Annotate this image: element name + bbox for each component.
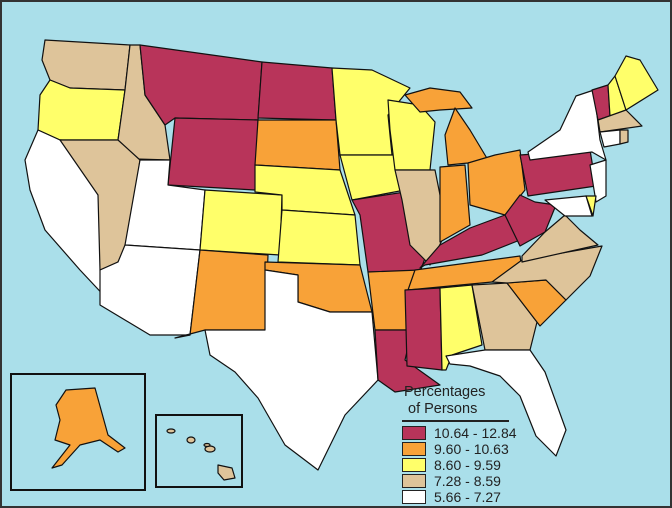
- state-wy: [167, 117, 259, 191]
- legend-swatch: [402, 473, 426, 488]
- state-hi: [217, 464, 236, 481]
- state-ma: [597, 109, 643, 133]
- legend-swatch: [402, 441, 426, 456]
- state-ms: [404, 287, 443, 371]
- state-il: [394, 169, 448, 266]
- state-mi: [404, 87, 473, 113]
- state-oh: [467, 149, 526, 216]
- legend-title-line2: of Persons: [408, 401, 478, 417]
- legend-title-line1: Percentages: [404, 384, 486, 400]
- legend-item: 10.64 - 12.84: [402, 424, 517, 441]
- legend-item: 9.60 - 10.63: [402, 440, 509, 457]
- state-co: [199, 189, 283, 256]
- legend-swatch: [402, 425, 426, 440]
- state-or: [37, 79, 126, 141]
- state-me: [614, 55, 659, 111]
- hawaii-inset-frame: [155, 414, 243, 488]
- legend-swatch: [402, 457, 426, 472]
- state-ct: [599, 129, 621, 148]
- state-ga: [471, 282, 538, 351]
- legend-swatch: [402, 489, 426, 504]
- state-tx: [204, 269, 379, 471]
- state-nd: [257, 61, 337, 121]
- legend-item: 8.60 - 9.59: [402, 456, 501, 473]
- legend-label: 10.64 - 12.84: [434, 424, 517, 441]
- state-ny: [527, 89, 607, 161]
- alaska-inset-frame: [10, 373, 146, 491]
- state-ks: [277, 209, 361, 266]
- state-ak: [51, 387, 126, 469]
- state-md: [544, 195, 593, 217]
- legend-label: 5.66 - 7.27: [434, 488, 501, 505]
- legend-label: 7.28 - 8.59: [434, 472, 501, 489]
- state-sd: [254, 119, 341, 171]
- legend-item: 5.66 - 7.27: [402, 488, 501, 505]
- state-mn: [331, 67, 411, 156]
- legend-label: 9.60 - 10.63: [434, 440, 509, 457]
- state-in: [439, 164, 471, 243]
- state-hi-island: [203, 442, 211, 448]
- legend-item: 7.28 - 8.59: [402, 472, 501, 489]
- legend-label: 8.60 - 9.59: [434, 456, 501, 473]
- state-hi-island: [186, 436, 196, 444]
- state-ri: [619, 129, 629, 145]
- state-nj: [589, 159, 607, 203]
- state-fl: [445, 349, 567, 457]
- state-hi-island: [166, 428, 176, 434]
- legend-title: Percentages of Persons: [404, 384, 485, 418]
- legend-divider: [402, 420, 509, 422]
